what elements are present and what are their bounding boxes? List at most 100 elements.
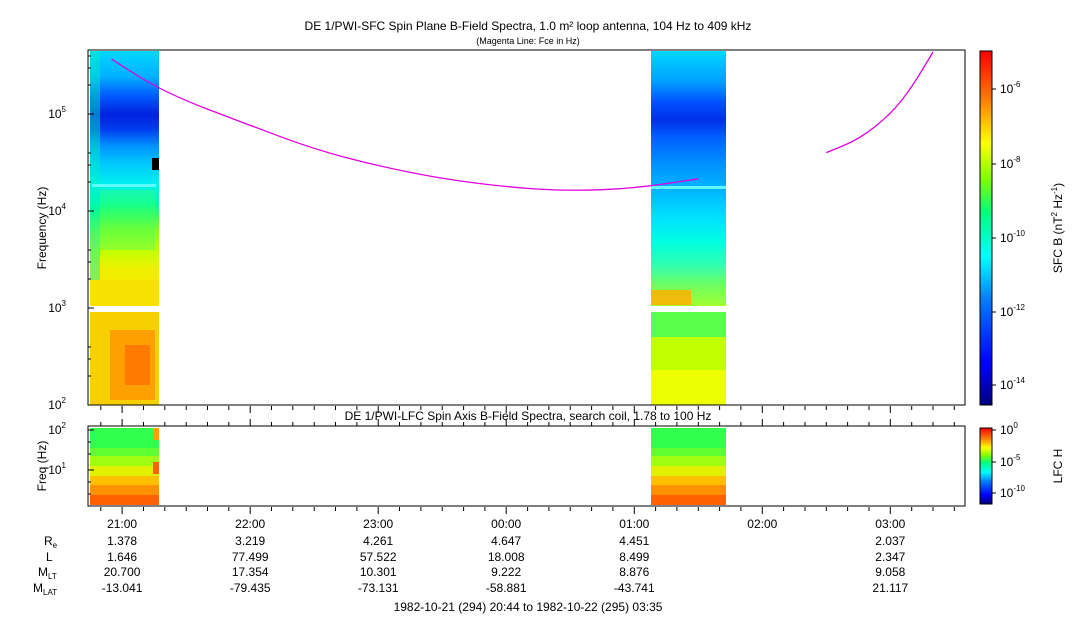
x-tick-label: 00:00 [491,517,521,531]
lfc-ylabel: Freq (Hz) [35,441,49,492]
lfc-ytick-label-0: 101 [48,461,66,477]
lfc-y-ticks [88,429,94,495]
ephemeris-value: 9.058 [875,565,905,579]
x-tick-label: 01:00 [619,517,649,531]
sfc-ytick-label-3: 105 [48,105,66,121]
ephemeris-value: 8.876 [619,565,649,579]
lfc-plot-area [88,426,965,506]
x-tick-label: 02:00 [747,517,777,531]
ephemeris-value: 4.647 [491,534,521,548]
lfc-interval-1 [90,428,159,505]
lfc-interval-1-row-3 [90,466,159,476]
sfc-cbar-label: SFC B (nT2 Hz-1) [1050,183,1065,273]
ephemeris-value: -43.741 [614,581,655,595]
lfc-interval-1-row-4 [90,476,159,485]
lfc-interval-1-row-1 [90,448,159,456]
lfc-title: DE 1/PWI-LFC Spin Axis B-Field Spectra, … [345,409,712,423]
sfc-interval-1-orange-core [125,345,150,385]
ephemeris-label-mlt: MLT [38,565,57,581]
sfc-interval-1-yellow [90,280,159,304]
sfc-interval-2-low-green [651,312,726,337]
sfc-title: DE 1/PWI-SFC Spin Plane B-Field Spectra,… [305,19,752,33]
ephemeris-value: 10.301 [360,565,397,579]
lfc-interval-1-row-0 [90,428,159,448]
lfc-interval-1-row-6 [90,495,159,505]
lfc-interval-1-edge-1 [153,462,159,474]
fce-line-1 [826,51,934,154]
ephemeris-value: 77.499 [232,550,269,564]
x-tick-label: 22:00 [235,517,265,531]
lfc-interval-1-row-2 [90,456,159,466]
ephemeris-values: 1.378 3.219 4.261 4.647 4.451 2.037 1.646 77.49… [102,534,909,595]
ephemeris-value: -73.131 [358,581,399,595]
x-tick-label: 03:00 [875,517,905,531]
lfc-cbar-tick-2: 10-10 [1000,484,1025,500]
sfc-interval-2-orange [651,290,691,305]
lfc-interval-2-row-4 [651,476,726,485]
ephemeris-value: 2.037 [875,534,905,548]
ephemeris-value: -13.041 [102,581,143,595]
lfc-ytick-label-1: 102 [48,421,66,437]
sfc-interval-1-streaks [100,190,155,250]
sfc-interval-2 [651,51,726,405]
ephemeris-value: 18.008 [488,550,525,564]
x-tick-label: 21:00 [107,517,137,531]
ephemeris-value: 2.347 [875,550,905,564]
ephemeris-value: 8.499 [619,550,649,564]
sfc-interval-1-dark-patch [152,158,159,170]
sfc-cbar-tick-0: 10-6 [1000,80,1021,96]
ephemeris-value: 1.378 [107,534,137,548]
lfc-cbar-label: LFC H [1051,449,1065,484]
ephemeris-value: 3.219 [235,534,265,548]
lfc-interval-2-row-3 [651,466,726,476]
ephemeris-value: 21.117 [872,581,908,595]
ephemeris-value: -58.881 [486,581,527,595]
sfc-plot-area [88,50,965,405]
sfc-interval-2-low-yellow [651,370,726,405]
sfc-colorbar-bar [979,50,993,406]
lfc-interval-2-row-0 [651,428,726,448]
lfc-cbar-tick-0: 100 [1000,421,1018,437]
lfc-interval-2-row-5 [651,485,726,495]
x-tick-label: 23:00 [363,517,393,531]
ephemeris-label-re: Re [44,534,58,550]
sfc-interval-1-left-edge [90,51,100,281]
sfc-ytick-label-2: 104 [48,202,66,218]
ephemeris-value: 4.451 [619,534,649,548]
sfc-ytick-label-1: 103 [48,299,66,315]
sfc-subtitle: (Magenta Line: Fce in Hz) [476,36,580,46]
sfc-cbar-tick-1: 10-8 [1000,155,1021,171]
lfc-interval-2-row-6 [651,495,726,505]
sfc-interval-2-line [651,186,726,189]
ephemeris-labels: Re L MLT MLAT [33,534,58,597]
sfc-ytick-label-0: 102 [48,396,66,412]
lfc-colorbar-ticks [992,429,996,494]
lfc-interval-2 [651,428,726,505]
lfc-interval-1-edge-0 [153,428,159,440]
ephemeris-value: 17.354 [232,565,269,579]
footer-time-range: 1982-10-21 (294) 20:44 to 1982-10-22 (29… [394,600,663,614]
sfc-cbar-tick-4: 10-14 [1000,376,1025,392]
sfc-y-ticks [88,55,94,406]
sfc-colorbar-ticks [992,88,996,386]
lfc-cbar-tick-1: 10-5 [1000,453,1021,469]
ephemeris-value: 20.700 [104,565,141,579]
x-axis-labels: 21:00 22:00 23:00 00:00 01:00 02:00 03:00 [107,517,906,531]
fce-lines [111,51,934,191]
ephemeris-label-l: L [46,550,53,564]
ephemeris-value: 57.522 [360,550,397,564]
fce-line-0 [111,58,699,191]
sfc-interval-2-high [651,51,726,306]
sfc-cbar-tick-3: 10-12 [1000,303,1025,319]
lfc-interval-2-row-2 [651,456,726,466]
lfc-panel: 101 102 Freq (Hz) [35,421,966,507]
sfc-interval-1 [90,51,159,405]
x-axis-ticks [100,406,955,514]
ephemeris-value: 1.646 [107,550,137,564]
sfc-cbar-tick-2: 10-10 [1000,229,1025,245]
sfc-panel: 102 103 104 105 Frequency (Hz) [35,49,966,412]
sfc-interval-1-line [92,184,156,187]
lfc-interval-2-row-1 [651,448,726,456]
sfc-interval-1-high [90,51,159,306]
ephemeris-value: 4.261 [363,534,393,548]
